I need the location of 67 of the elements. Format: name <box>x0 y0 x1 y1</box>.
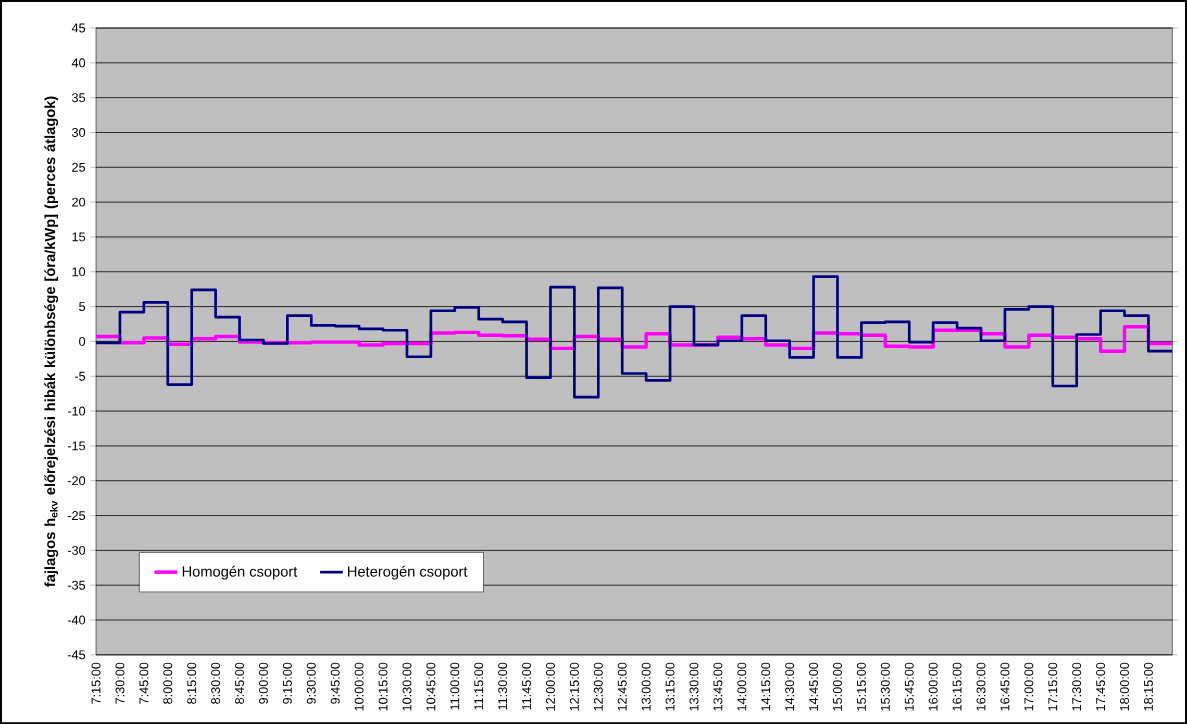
x-tick-label: 7:30:00 <box>115 662 125 704</box>
x-tick-label: 8:15:00 <box>187 662 197 704</box>
x-tick-label: 15:45:00 <box>904 662 914 711</box>
y-tick-label: 5 <box>79 302 86 311</box>
y-tick-label: 10 <box>72 267 86 277</box>
y-tick-label: 20 <box>72 197 86 207</box>
x-tick-label: 13:15:00 <box>665 662 675 711</box>
x-tick-label: 15:00:00 <box>833 662 842 711</box>
y-tick-label: -5 <box>74 371 86 381</box>
x-tick-label: 11:00:00 <box>450 662 460 710</box>
x-tick-label: 18:00:00 <box>1120 662 1129 711</box>
x-tick-label: 11:15:00 <box>474 662 484 710</box>
x-tick-label: 10:45:00 <box>426 662 436 711</box>
y-tick-label: 15 <box>72 232 86 242</box>
y-tick-label: 45 <box>71 23 86 33</box>
x-tick-label: 14:30:00 <box>785 662 795 711</box>
x-tick-label: 17:45:00 <box>1096 662 1106 711</box>
x-tick-label: 12:45:00 <box>617 662 627 711</box>
x-tick-label: 13:30:00 <box>689 662 699 711</box>
x-tick-label: 17:30:00 <box>1072 662 1082 711</box>
y-tick-label: -40 <box>67 615 86 625</box>
x-tick-label: 13:45:00 <box>713 662 723 711</box>
x-tick-label: 8:45:00 <box>235 662 245 704</box>
y-tick-label: 40 <box>71 58 86 68</box>
x-tick-label: 18:15:00 <box>1143 662 1153 711</box>
x-tick-label: 16:30:00 <box>976 662 986 711</box>
x-tick-label: 14:15:00 <box>761 662 771 711</box>
y-tick-label: -10 <box>67 406 86 416</box>
y-axis-title: fajlagos h$_{ekv}$ előrejelzési hibák különbsége [óra/kWp] (perces átlagok) <box>44 96 59 587</box>
legend-label: Heterogén csoport <box>348 565 468 580</box>
x-tick-label: 16:45:00 <box>1000 662 1010 711</box>
x-tick-label: 12:30:00 <box>593 662 603 711</box>
y-tick-label: 30 <box>72 127 86 137</box>
x-tick-label: 17:00:00 <box>1024 662 1034 711</box>
x-tick-label: 10:15:00 <box>378 662 388 711</box>
x-tick-label: 10:30:00 <box>402 662 412 711</box>
x-tick-label: 14:45:00 <box>809 662 819 711</box>
x-tick-label: 15:15:00 <box>856 662 866 711</box>
y-tick-label: -30 <box>67 545 86 555</box>
x-tick-label: 15:30:00 <box>880 662 890 711</box>
y-tick-label: -20 <box>67 476 86 486</box>
x-tick-label: 7:15:00 <box>91 662 101 704</box>
x-tick-label: 12:15:00 <box>569 662 579 711</box>
y-tick-label: -15 <box>67 441 86 451</box>
x-tick-label: 10:00:00 <box>354 662 364 711</box>
x-tick-label: 9:15:00 <box>282 662 292 704</box>
x-tick-label: 13:00:00 <box>641 662 651 711</box>
x-tick-label: 9:00:00 <box>258 662 268 704</box>
x-tick-label: 11:45:00 <box>522 662 532 710</box>
x-tick-label: 16:15:00 <box>952 662 962 711</box>
x-tick-label: 14:00:00 <box>737 662 747 711</box>
y-tick-label: 25 <box>72 162 86 172</box>
y-tick-label: -45 <box>67 650 86 660</box>
x-tick-label: 7:45:00 <box>139 662 149 704</box>
x-tick-label: 16:00:00 <box>928 662 938 711</box>
x-tick-label: 9:30:00 <box>306 662 316 704</box>
legend-label: Homogén csoport <box>182 565 298 580</box>
y-tick-label: -25 <box>67 510 86 520</box>
x-tick-label: 9:45:00 <box>330 662 340 704</box>
y-tick-label: 35 <box>72 93 86 103</box>
x-tick-label: 17:15:00 <box>1048 662 1058 711</box>
y-tick-label: -35 <box>67 580 86 590</box>
x-tick-label: 12:00:00 <box>545 662 555 711</box>
x-tick-label: 8:00:00 <box>163 662 173 704</box>
x-tick-label: 11:30:00 <box>498 662 508 710</box>
y-tick-label: 0 <box>79 336 86 346</box>
x-tick-label: 8:30:00 <box>211 662 221 704</box>
